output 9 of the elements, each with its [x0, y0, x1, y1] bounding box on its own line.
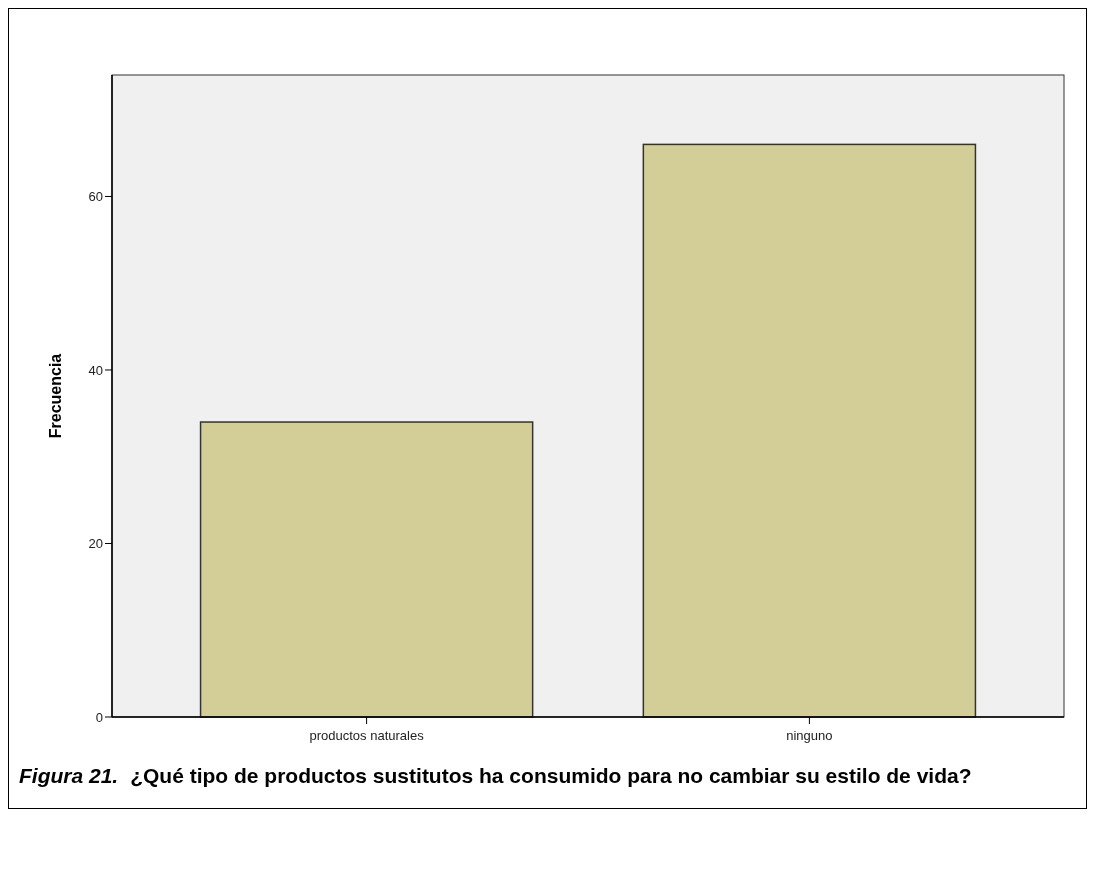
text: Figura 21.	[19, 764, 119, 787]
y-tick-label: 0	[95, 709, 103, 725]
y-tick-label: 40	[88, 362, 103, 378]
y-tick-label: 20	[88, 536, 103, 552]
y-tick-label: 60	[88, 189, 103, 205]
y-axis-title: Frecuencia	[47, 353, 64, 439]
x-tick-label: productos naturales	[309, 728, 425, 743]
text: ¿Qué tipo de productos sustitutos ha consumido para no cambiar su estilo de vida?	[130, 764, 972, 787]
x-tick-label: ninguno	[786, 728, 833, 743]
